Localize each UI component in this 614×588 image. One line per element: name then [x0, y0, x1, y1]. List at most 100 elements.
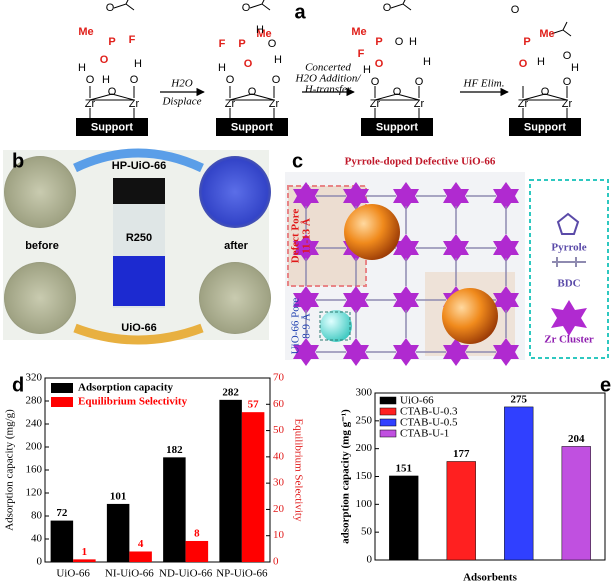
- zr-cluster: [493, 234, 519, 262]
- bar: [219, 399, 242, 562]
- dish: [4, 156, 76, 228]
- atom: O: [268, 38, 277, 50]
- vial-label: R250: [126, 232, 152, 244]
- vial-cap: [113, 178, 165, 204]
- panel-label: b: [12, 150, 24, 172]
- legend-box: [529, 179, 609, 359]
- support-label: Support: [231, 121, 273, 133]
- x-axis-title: Adsorbents: [463, 572, 518, 584]
- atom: O: [415, 76, 424, 88]
- atom: Zr: [85, 98, 96, 110]
- atom: O: [395, 36, 404, 48]
- atom: O: [242, 2, 251, 14]
- pore-sphere: [320, 310, 352, 342]
- bar: [504, 406, 534, 561]
- atom: O: [106, 2, 115, 14]
- atom: P: [238, 38, 245, 50]
- sample-label: HP-UiO-66: [112, 160, 166, 172]
- atom: H: [102, 74, 110, 86]
- value-label: 204: [568, 433, 585, 445]
- zr-cluster: [443, 234, 469, 262]
- atom: Zr: [562, 98, 573, 110]
- atom: Zr: [129, 98, 140, 110]
- atom: Me: [539, 28, 554, 40]
- atom: O: [393, 86, 402, 98]
- zr-cluster: [393, 234, 419, 262]
- legend-swatch: [379, 407, 397, 416]
- atom: Me: [256, 28, 271, 40]
- y-tick-label: 320: [26, 372, 43, 384]
- y2-axis-title: Equilibrium Selectivity: [292, 419, 304, 522]
- y-tick-label: 40: [31, 533, 43, 545]
- legend-label: CTAB-U-0.5: [400, 417, 458, 429]
- support-label: Support: [91, 121, 133, 133]
- value-label: 282: [222, 386, 239, 398]
- bar: [106, 503, 130, 562]
- pore-label: UiO-66 Pore: [290, 298, 302, 355]
- legend-swatch: [379, 396, 397, 405]
- bond: [89, 93, 113, 101]
- value-label: 1: [82, 546, 88, 558]
- panel-label: c: [292, 150, 303, 172]
- atom: O: [541, 86, 550, 98]
- legend-label: UiO-66: [400, 395, 434, 407]
- step-label: HF Elim.: [463, 78, 505, 90]
- value-label: 57: [248, 399, 260, 411]
- pore-label: 11-13 Å: [301, 218, 313, 254]
- atom: Zr: [370, 98, 381, 110]
- step-label: H2O Addition/: [295, 73, 362, 85]
- x-tick-label: ND-UiO-66: [159, 568, 213, 580]
- bar: [241, 412, 265, 562]
- atom: O: [375, 58, 384, 70]
- y-tick-label: 200: [26, 441, 43, 453]
- zr-cluster: [493, 182, 519, 210]
- legend-label: CTAB-U-1: [400, 428, 449, 440]
- atom: O: [86, 74, 95, 86]
- atom: F: [129, 34, 136, 46]
- zr-cluster: [443, 338, 469, 366]
- bdc-icon: [552, 257, 586, 267]
- y-axis-title: adsorption capacity (mg g⁻¹): [340, 409, 352, 544]
- pore-label: Defect Pore: [290, 209, 302, 264]
- y-tick-label: 0: [367, 554, 373, 566]
- bond: [111, 93, 135, 101]
- atom: O: [519, 58, 528, 70]
- isopropyl: [550, 21, 572, 37]
- legend-label: Adsorption capacity: [78, 382, 174, 394]
- step-label: H-transfer: [304, 84, 352, 96]
- legend-swatch: [51, 397, 73, 407]
- atom: H: [78, 62, 86, 74]
- zr-cluster: [493, 338, 519, 366]
- bond: [396, 93, 420, 101]
- bar: [185, 540, 209, 562]
- y-tick-label: 100: [356, 498, 373, 510]
- isopropyl: [113, 0, 135, 11]
- panel-label: e: [600, 374, 611, 396]
- atom: Me: [78, 26, 93, 38]
- atom: O: [244, 58, 253, 70]
- panel-label: a: [294, 1, 306, 23]
- bar: [129, 551, 152, 562]
- zr-cluster: [293, 338, 319, 366]
- support: [216, 118, 288, 136]
- y2-tick-label: 30: [273, 477, 285, 489]
- arrow: [73, 323, 204, 345]
- value-label: 101: [110, 490, 127, 502]
- zr-cluster-icon: [551, 300, 587, 336]
- atom: O: [248, 86, 257, 98]
- atom: Zr: [414, 98, 425, 110]
- panel-title: Pyrrole-doped Defective UiO-66: [345, 156, 496, 168]
- atom: Zr: [225, 98, 236, 110]
- value-label: 151: [396, 462, 413, 474]
- pore-label: 8-9 Å: [301, 313, 313, 338]
- dish: [199, 156, 271, 228]
- y2-tick-label: 60: [273, 398, 285, 410]
- y2-tick-label: 20: [273, 503, 285, 515]
- y2-tick-label: 50: [273, 424, 285, 436]
- legend-swatch: [379, 418, 397, 427]
- photo-panel: [3, 148, 271, 345]
- support-label: Support: [524, 121, 566, 133]
- step-label: Concerted: [305, 62, 351, 74]
- atom: O: [563, 50, 572, 62]
- bar: [50, 520, 74, 562]
